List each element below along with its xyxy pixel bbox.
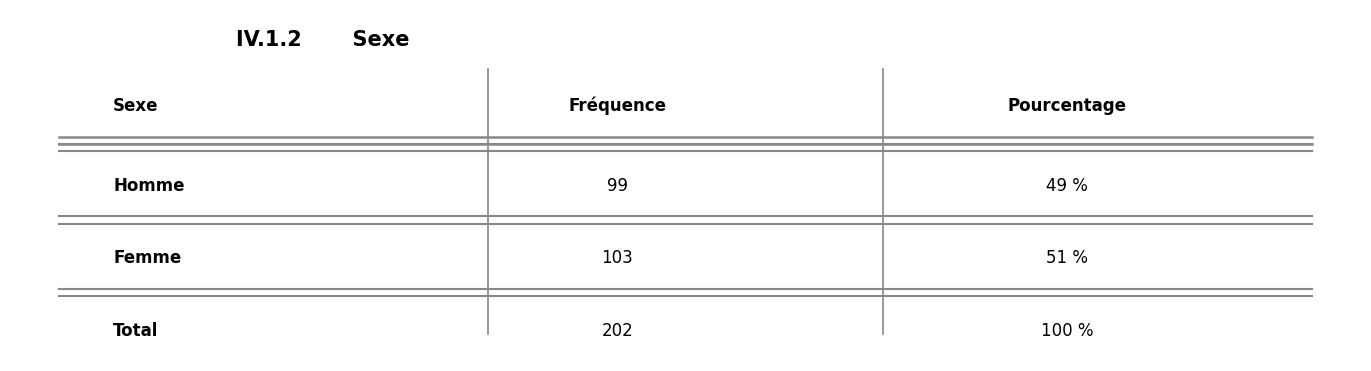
Text: Sexe: Sexe bbox=[114, 97, 159, 115]
Text: Total: Total bbox=[114, 322, 159, 339]
Text: Femme: Femme bbox=[114, 249, 181, 267]
Text: 49 %: 49 % bbox=[1046, 177, 1089, 194]
Text: 51 %: 51 % bbox=[1046, 249, 1089, 267]
Text: IV.1.2       Sexe: IV.1.2 Sexe bbox=[236, 30, 410, 50]
Text: 202: 202 bbox=[602, 322, 633, 339]
Text: Homme: Homme bbox=[114, 177, 185, 194]
Text: 100 %: 100 % bbox=[1041, 322, 1093, 339]
Text: 103: 103 bbox=[602, 249, 633, 267]
Text: Pourcentage: Pourcentage bbox=[1008, 97, 1127, 115]
Text: Fréquence: Fréquence bbox=[569, 96, 666, 115]
Text: 99: 99 bbox=[607, 177, 628, 194]
